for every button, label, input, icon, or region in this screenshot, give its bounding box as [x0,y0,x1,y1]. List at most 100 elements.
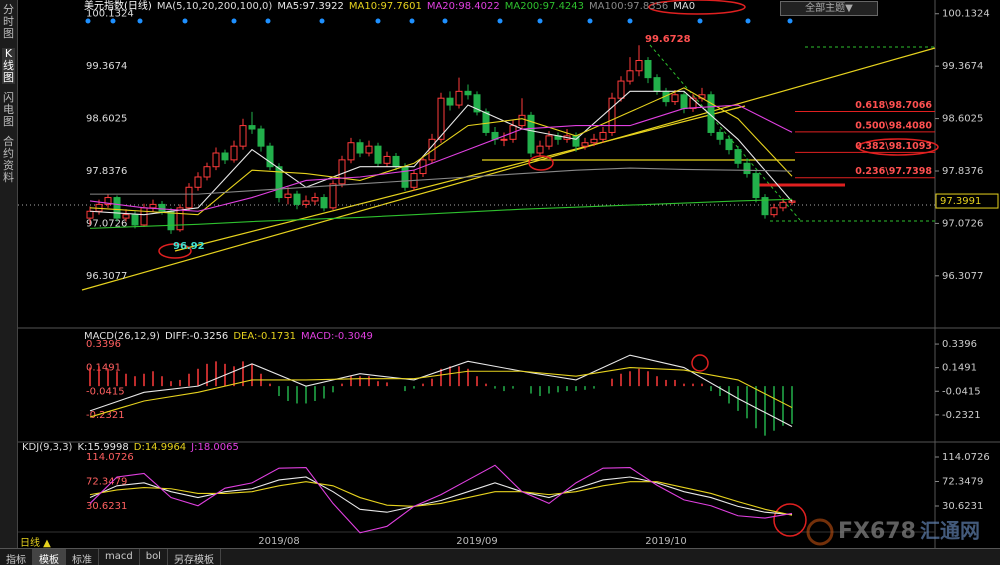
indicator-line [89,464,793,534]
indicator-line [90,167,793,195]
candle-body [644,60,652,79]
y-tick-label: 98.6025 [942,114,983,125]
y-tick-label: 0.3396 [86,339,121,350]
tab[interactable]: 标准 [66,549,99,565]
candle-body [500,138,508,141]
candle-body [122,214,130,219]
high-annotation: 99.6728 [645,34,691,45]
candle-body [167,210,175,231]
candle-body [302,200,310,205]
candle-body [734,149,742,164]
tab[interactable]: macd [99,549,140,565]
tab[interactable]: 指标 [0,549,33,565]
candle-body [680,94,688,109]
bottom-bar: 日线 ▲ 指标 模板 标准 macd bol 另存模板 [0,538,1000,565]
candle-body [113,197,121,219]
candle-body [671,94,679,103]
candle-body [329,183,337,209]
period-label[interactable]: 日线 ▲ [20,538,51,549]
y-tick-label: 0.1491 [942,363,977,374]
candle-body [716,131,724,140]
y-tick-label: -0.0415 [86,386,125,397]
indicator-line [89,366,793,418]
sidebar-tab[interactable]: 合约资料 [3,135,14,184]
signal-dots [85,18,793,24]
y-tick-label: 0.1491 [86,363,121,374]
candle-body [599,131,607,140]
sidebar-tab[interactable]: 分时图 [3,3,14,40]
sidebar-tab[interactable]: K线图 [2,47,15,84]
candle-body [608,97,616,133]
candle-body [140,207,148,226]
tab[interactable]: bol [140,549,168,565]
candle-body [455,90,463,106]
legend-entry: MACD:-0.3049 [300,331,373,342]
indicator-line [89,476,793,516]
candle-body [707,94,715,133]
candle-body [626,70,634,82]
fib-label: 0.500\98.4080 [855,120,932,131]
y-tick-label: 100.1324 [942,9,990,20]
candle-body [581,142,589,147]
candle-body [203,166,211,178]
tab[interactable]: 另存模板 [168,549,221,565]
indicator-line [89,198,793,229]
candle-body [518,114,526,127]
candle-body [230,145,238,161]
candle-body [446,97,454,106]
legend-entry: MA200:97.4243 [504,1,585,12]
candle-body [545,135,553,147]
candle-body [527,114,535,154]
sidebar-tab[interactable]: 闪电图 [3,91,14,128]
fib-label: 0.236\97.7398 [855,166,932,177]
candle-body [473,94,481,113]
candle-body [590,138,598,144]
indicator-label: MACD(26,12,9) [84,331,160,342]
candle-body [131,214,139,226]
highlight-circles [158,0,939,537]
tab[interactable]: 模板 [33,549,66,565]
watermark-logo [806,518,834,546]
candle-body [401,166,409,188]
indicator-line [89,104,793,212]
legend-entry: MA5:97.3922 [277,1,344,12]
price-box [935,193,999,209]
kdj-legend: KDJ(9,3,3) K:15.9998 D:14.9964 J:18.0065 [22,441,239,455]
theme-dropdown[interactable]: 全部主题▼ [780,1,878,16]
fib-label: 0.618\98.7066 [855,100,932,111]
legend-entry: MA0 [673,1,696,12]
candle-body [761,197,769,216]
candle-body [482,111,490,133]
last-price: 97.3991 [940,196,981,207]
legend-entry: MA10:97.7601 [348,1,422,12]
candle-body [536,145,544,154]
legend-entry: DEA:-0.1731 [233,331,296,342]
y-tick-label: 96.3077 [942,271,983,282]
candle-body [104,197,112,205]
candle-body [158,203,166,212]
sidebar: 分时图 K线图 闪电图 合约资料 [0,0,18,548]
y-tick-label: 97.8376 [86,166,127,177]
y-tick-label: 114.0726 [942,452,990,463]
y-tick-label: 98.6025 [86,114,127,125]
candle-body [284,193,292,199]
y-tick-label: 97.8376 [942,166,983,177]
candle-body [779,201,787,209]
indicator-line [89,481,793,516]
candle-body [257,128,265,147]
indicator-label: MA(5,10,20,200,100,0) [156,1,273,12]
candle-body [464,90,472,96]
y-tick-label: 0.3396 [942,339,977,350]
candle-body [725,138,733,151]
candle-body [86,210,94,219]
y-tick-label: 30.6231 [86,501,127,512]
candle-body [653,77,661,92]
candle-body [374,145,382,164]
candle-body [212,152,220,168]
legend-entry: DIFF:-0.3256 [164,331,229,342]
chart-title: 美元指数(日线) [84,1,152,12]
candle-body [185,186,193,209]
indicator-line [89,87,793,216]
